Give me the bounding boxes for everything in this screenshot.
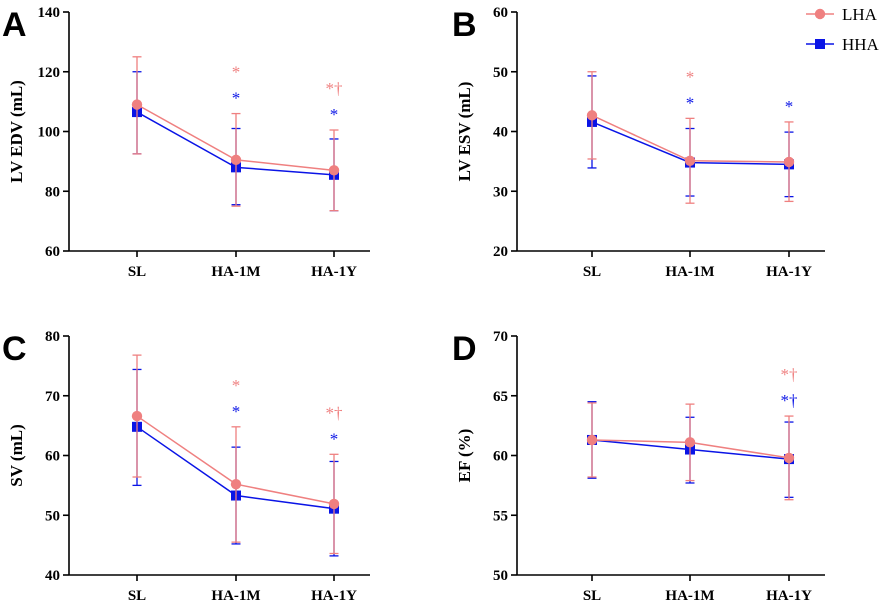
data-point xyxy=(684,155,696,166)
y-tick-label: 40 xyxy=(493,125,508,141)
y-tick-label: 120 xyxy=(38,65,61,81)
legend-marker-lha xyxy=(814,8,826,20)
x-tick-label: HA-1Y xyxy=(311,264,357,280)
significance-marker-hha: * xyxy=(686,93,695,112)
significance-marker-lha: *† xyxy=(326,403,343,422)
significance-marker-hha: * xyxy=(232,89,241,108)
legend-label-lha: LHA xyxy=(842,5,878,24)
y-tick-label: 20 xyxy=(493,244,508,260)
legend: LHA HHA xyxy=(806,5,880,54)
legend-label-hha: HHA xyxy=(842,35,880,54)
x-tick-label: HA-1Y xyxy=(766,264,812,280)
y-tick-label: 70 xyxy=(493,329,508,345)
series-lha xyxy=(131,354,340,555)
y-tick-label: 55 xyxy=(493,508,508,524)
x-tick-label: HA-1M xyxy=(211,588,260,604)
data-point xyxy=(783,452,795,464)
chart-panel-d: D EF (%) 50 55 60 65 70 SL HA-1M HA-1Y *† *† xyxy=(452,329,825,604)
significance-marker-lha: * xyxy=(232,376,241,395)
significance-marker-lha: * xyxy=(686,67,695,86)
data-point xyxy=(328,165,340,176)
y-tick-label: 60 xyxy=(493,5,508,21)
significance-marker-lha: *† xyxy=(781,365,798,384)
significance-marker-hha: * xyxy=(330,105,339,124)
y-tick-label: 60 xyxy=(45,449,60,465)
chart-panel-a: A LV EDV (mL) 60 80 100 120 140 SL HA-1M HA-1Y * * *… xyxy=(2,5,370,280)
y-tick-label: 50 xyxy=(45,508,60,524)
significance-marker-hha: * xyxy=(232,402,241,421)
significance-marker-hha: * xyxy=(330,429,339,448)
x-tick-label: HA-1M xyxy=(211,264,260,280)
y-tick-label: 70 xyxy=(45,389,60,405)
data-point xyxy=(586,434,598,446)
x-tick-label: SL xyxy=(583,588,601,604)
chart-panel-c: C SV (mL) 40 50 60 70 80 SL HA-1M HA-1Y * * *† * xyxy=(2,329,370,604)
x-tick-label: SL xyxy=(128,264,146,280)
x-tick-label: SL xyxy=(128,588,146,604)
y-tick-label: 65 xyxy=(493,389,508,405)
panel-label: B xyxy=(452,6,477,44)
panel-label: D xyxy=(452,330,477,368)
x-tick-label: HA-1Y xyxy=(311,588,357,604)
data-point xyxy=(684,437,696,448)
legend-marker-hha xyxy=(815,39,825,49)
data-point xyxy=(230,478,242,490)
y-tick-label: 80 xyxy=(45,184,60,200)
y-tick-label: 80 xyxy=(45,329,60,345)
y-tick-label: 60 xyxy=(45,244,60,260)
y-tick-label: 60 xyxy=(493,449,508,465)
panel-label: C xyxy=(2,330,27,368)
data-point xyxy=(328,498,340,510)
y-tick-label: 40 xyxy=(45,568,60,584)
significance-marker-lha: *† xyxy=(326,79,343,98)
data-point xyxy=(131,99,143,110)
y-tick-label: 50 xyxy=(493,65,508,81)
y-axis-label: LV ESV (mL) xyxy=(455,82,474,182)
y-axis-label: SV (mL) xyxy=(7,424,26,487)
y-axis-label: LV EDV (mL) xyxy=(7,80,26,183)
significance-marker-lha: * xyxy=(232,63,241,82)
series-lha xyxy=(131,56,340,212)
x-tick-label: HA-1Y xyxy=(766,588,812,604)
y-tick-label: 140 xyxy=(38,5,61,21)
y-tick-label: 100 xyxy=(38,125,61,141)
data-point xyxy=(783,156,795,168)
series-lha xyxy=(586,402,795,501)
y-tick-label: 30 xyxy=(493,184,508,200)
data-point xyxy=(131,410,143,422)
x-tick-label: SL xyxy=(583,264,601,280)
significance-marker-hha: *† xyxy=(781,391,798,410)
chart-panel-b: B LV ESV (mL) 20 30 40 50 60 SL HA-1M HA-1Y * * * xyxy=(452,5,825,280)
significance-marker-hha: * xyxy=(785,97,794,116)
y-axis-label: EF (%) xyxy=(455,429,474,483)
panel-label: A xyxy=(2,6,27,44)
x-tick-label: HA-1M xyxy=(665,588,714,604)
series-lha xyxy=(586,71,795,204)
data-point xyxy=(586,110,598,121)
x-tick-label: HA-1M xyxy=(665,264,714,280)
y-tick-label: 50 xyxy=(493,568,508,584)
data-point xyxy=(230,154,242,166)
